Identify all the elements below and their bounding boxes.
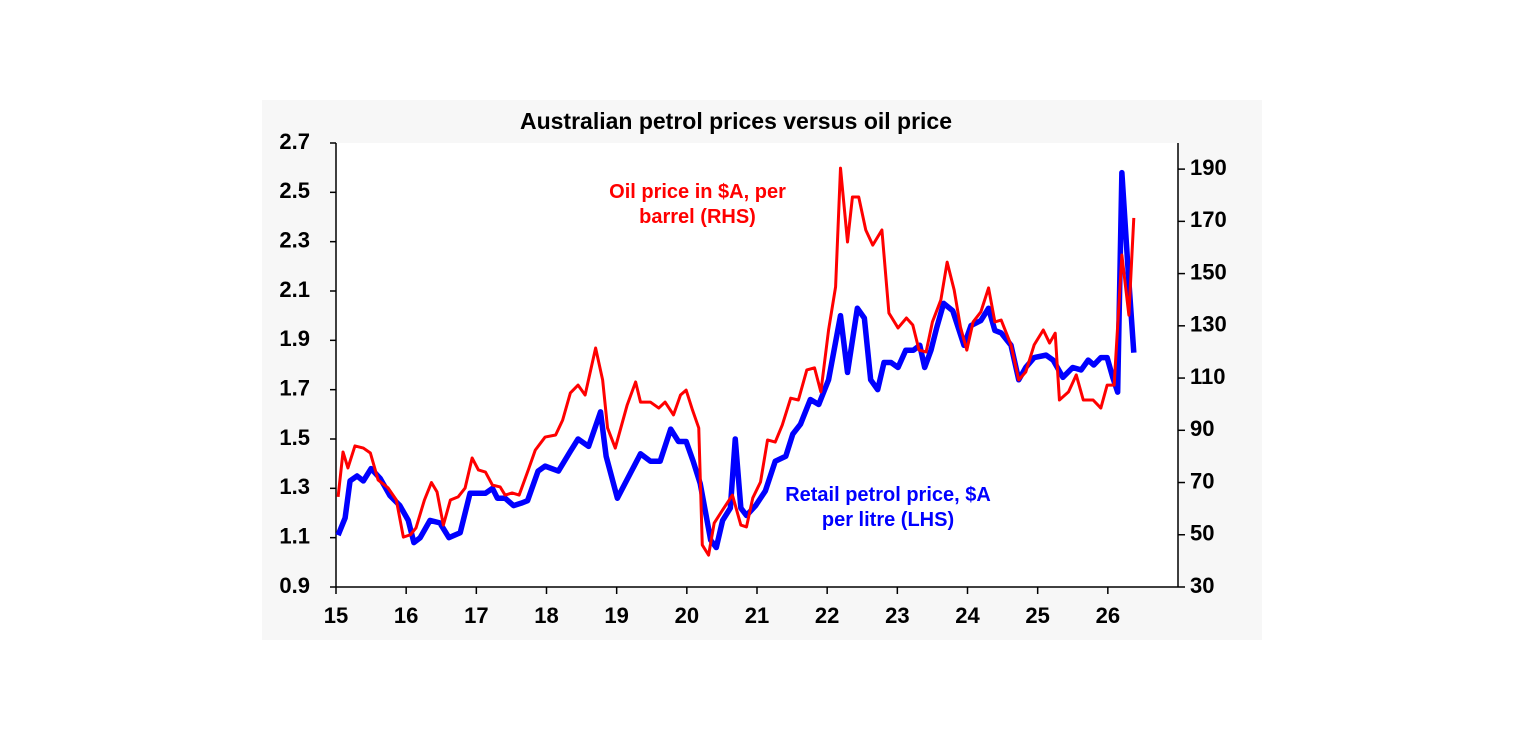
y2-tick-label: 150 <box>1190 259 1227 284</box>
x-tick-label: 16 <box>394 603 418 628</box>
x-tick-label: 26 <box>1096 603 1120 628</box>
y-tick-label: 1.9 <box>279 326 310 351</box>
y2-tick-label: 190 <box>1190 155 1227 180</box>
y-tick-label: 2.7 <box>279 129 310 154</box>
x-tick-label: 15 <box>324 603 348 628</box>
y2-tick-label: 30 <box>1190 573 1214 598</box>
x-tick-label: 18 <box>534 603 558 628</box>
data-line <box>336 166 1136 557</box>
y-tick-label: 2.3 <box>279 227 310 252</box>
y2-tick-label: 70 <box>1190 468 1214 493</box>
y2-tick-label: 130 <box>1190 312 1227 337</box>
y-tick-label: 1.1 <box>279 523 310 548</box>
y-tick-label: 0.9 <box>279 573 310 598</box>
y2-tick-label: 90 <box>1190 416 1214 441</box>
x-tick-label: 24 <box>955 603 980 628</box>
plot-area <box>336 143 1178 587</box>
chart-title: Australian petrol prices versus oil pric… <box>520 108 952 134</box>
x-tick-label: 19 <box>604 603 628 628</box>
x-tick-label: 23 <box>885 603 909 628</box>
y-tick-label: 2.5 <box>279 178 310 203</box>
y2-tick-label: 170 <box>1190 207 1227 232</box>
y-tick-label: 2.1 <box>279 277 310 302</box>
y-tick-label: 1.5 <box>279 425 310 450</box>
y-tick-label: 1.3 <box>279 474 310 499</box>
x-tick-label: 21 <box>745 603 769 628</box>
series-label: Retail petrol price, $A per litre (LHS) <box>785 484 991 531</box>
series-label: Oil price in $A, per barrel (RHS) <box>609 181 786 228</box>
x-tick-label: 22 <box>815 603 839 628</box>
x-tick-label: 20 <box>675 603 699 628</box>
y2-tick-label: 50 <box>1190 521 1214 546</box>
y-tick-label: 1.7 <box>279 375 310 400</box>
x-tick-label: 17 <box>464 603 488 628</box>
y2-tick-label: 110 <box>1190 364 1226 389</box>
x-tick-label: 25 <box>1025 603 1049 628</box>
